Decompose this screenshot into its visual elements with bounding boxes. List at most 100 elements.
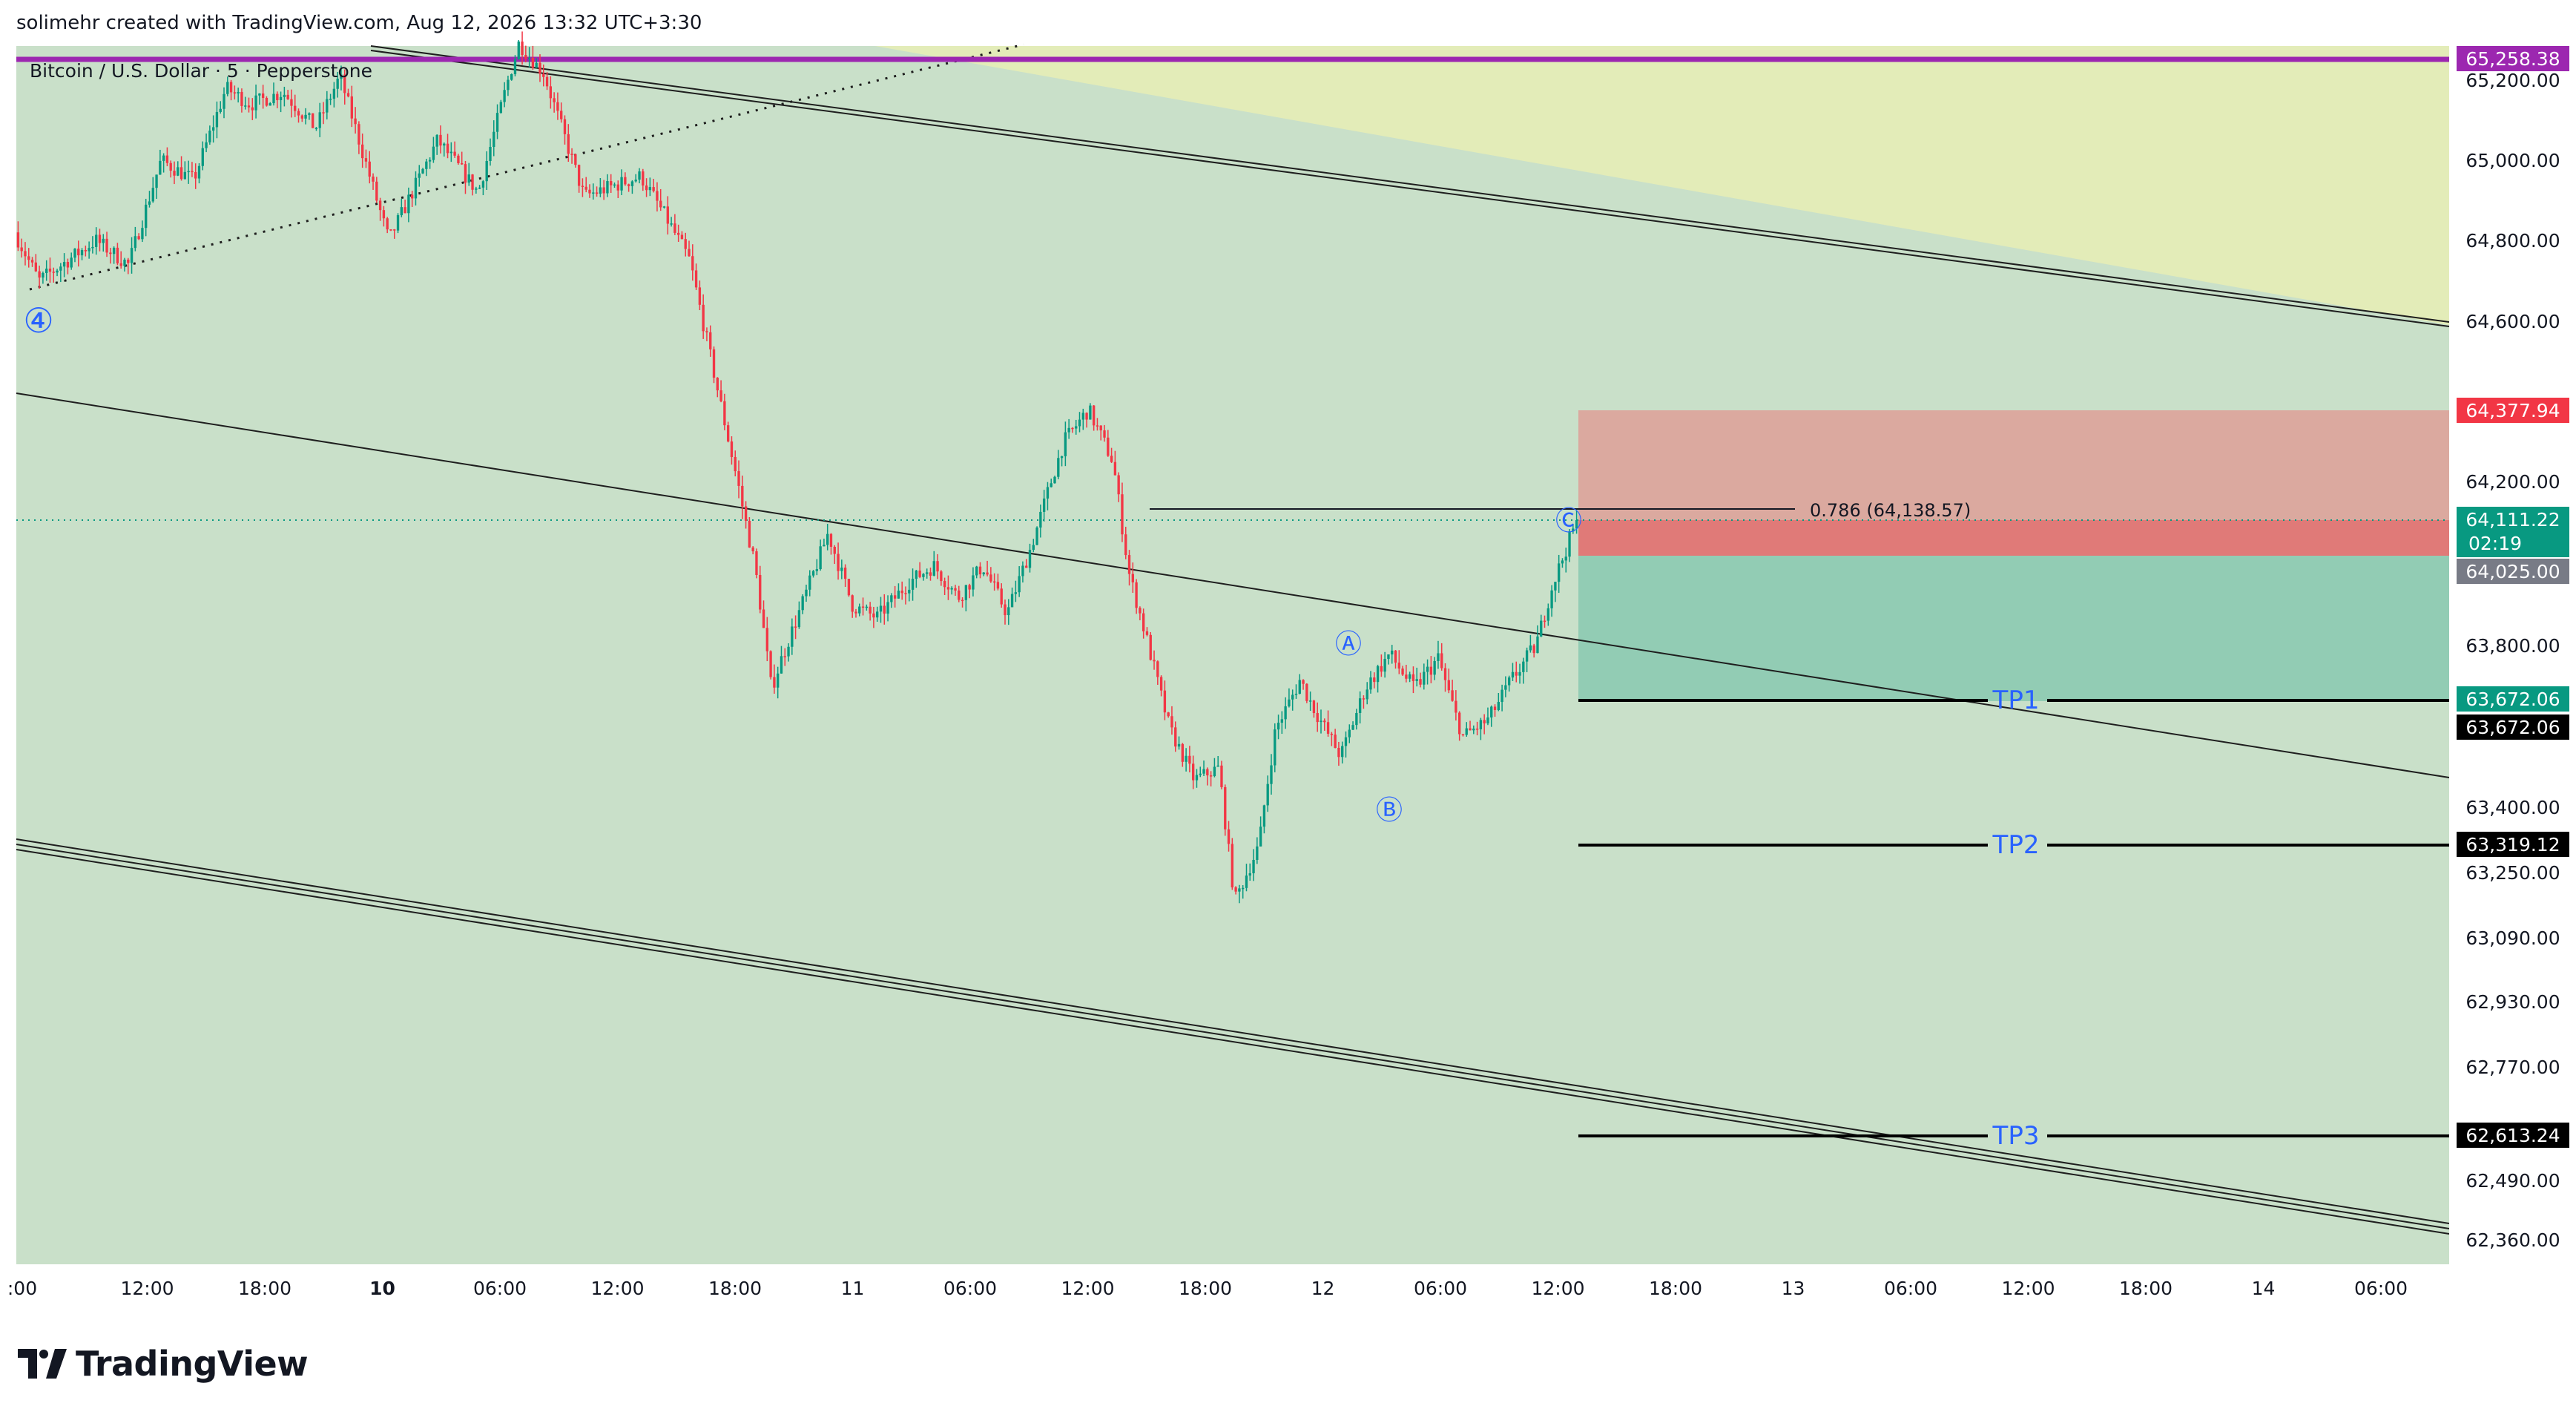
tradingview-logo[interactable]: TradingView	[18, 1341, 309, 1386]
candle-body	[457, 155, 460, 163]
candle-body	[1192, 763, 1195, 781]
candle-body	[642, 171, 645, 186]
candle-body	[1572, 528, 1575, 532]
y-tick-label: 64,200.00	[2465, 471, 2560, 493]
x-tick-label: 12:00	[590, 1278, 644, 1299]
channel-lines	[16, 43, 2450, 1235]
candle-body	[996, 582, 1000, 589]
candle-body	[926, 572, 929, 574]
candle-body	[560, 111, 563, 119]
candle-body	[1337, 747, 1340, 758]
candle-body	[876, 611, 879, 618]
candle-body	[1486, 717, 1489, 723]
stop-loss-zone	[1578, 410, 2449, 520]
candle-body	[602, 187, 605, 194]
candle-body	[545, 76, 549, 87]
candle-body	[1096, 425, 1099, 427]
candle-body	[1447, 680, 1450, 691]
candle-body	[673, 223, 676, 233]
candle-body	[574, 154, 577, 165]
wave-a-label: Ⓐ	[1335, 629, 1362, 660]
candle-body	[854, 611, 857, 614]
candle-body	[1344, 737, 1348, 746]
candle-body	[940, 571, 943, 582]
candle-body	[1000, 588, 1003, 605]
candle-body	[1405, 674, 1408, 679]
x-tick-label: 18:00	[238, 1278, 291, 1299]
candle-body	[443, 143, 446, 146]
candle-body	[1181, 743, 1184, 762]
candle-body	[45, 269, 48, 273]
candle-body	[992, 581, 996, 583]
candle-body	[283, 94, 286, 97]
candle-body	[481, 181, 485, 188]
candle-body	[38, 271, 41, 278]
candle-body	[847, 579, 851, 596]
y-tick-label: 64,800.00	[2465, 230, 2560, 252]
candle-body	[62, 262, 66, 267]
candle-body	[1391, 650, 1394, 655]
candle-body	[1188, 755, 1191, 764]
candle-body	[493, 131, 495, 147]
candle-body	[1117, 475, 1120, 495]
candle-body	[858, 606, 861, 614]
candle-body	[1081, 413, 1084, 420]
candle-body	[368, 161, 371, 177]
candle-body	[950, 588, 953, 590]
candle-body	[958, 590, 961, 600]
candle-body	[70, 257, 73, 268]
candle-body	[890, 595, 893, 602]
candlestick-series	[16, 31, 1578, 904]
candle-body	[254, 95, 257, 111]
candle-body	[986, 572, 989, 575]
candle-body	[88, 248, 90, 252]
candle-body	[1305, 683, 1308, 701]
candle-body	[20, 247, 23, 252]
time-axis[interactable]	[0, 1264, 2449, 1310]
candle-body	[137, 236, 140, 240]
candle-body	[627, 184, 630, 186]
price-axis[interactable]	[2449, 46, 2576, 1310]
candle-body	[197, 165, 201, 179]
candle-body	[1248, 873, 1251, 876]
candle-body	[314, 128, 318, 130]
candle-body	[659, 200, 662, 208]
candle-body	[1504, 685, 1507, 690]
candle-body	[233, 92, 237, 93]
candle-body	[1206, 769, 1209, 776]
candle-body	[27, 256, 30, 260]
candle-body	[1475, 729, 1479, 730]
candle-body	[1543, 620, 1546, 622]
badge-tp1-target-text: 63,672.06	[2465, 689, 2560, 710]
candle-body	[581, 185, 584, 187]
candle-body	[1256, 846, 1259, 860]
x-tick-label: 06:00	[2354, 1278, 2408, 1299]
candle-body	[1397, 663, 1400, 669]
candle-body	[538, 62, 541, 74]
candle-body	[929, 572, 932, 576]
candle-body	[755, 551, 758, 575]
candle-body	[485, 160, 488, 182]
candle-body	[400, 207, 403, 216]
candle-body	[495, 113, 499, 132]
candle-body	[883, 605, 886, 614]
candle-body	[638, 171, 641, 180]
candle-body	[461, 162, 464, 165]
upper-channel-zone	[875, 46, 2449, 325]
candle-body	[524, 55, 527, 59]
candle-body	[1075, 426, 1078, 429]
candle-body	[936, 561, 939, 572]
target-zone	[1578, 556, 2449, 701]
candle-body	[748, 520, 751, 548]
candle-body	[911, 579, 915, 590]
candle-body	[808, 575, 811, 590]
candle-body	[1298, 680, 1301, 694]
candle-body	[1387, 654, 1390, 660]
candle-body	[428, 160, 432, 162]
badge-current-text: 64,111.22	[2465, 509, 2560, 530]
candle-body	[1568, 531, 1571, 557]
candle-body	[1433, 660, 1436, 675]
candle-body	[1060, 456, 1064, 459]
candle-body	[1220, 765, 1223, 787]
